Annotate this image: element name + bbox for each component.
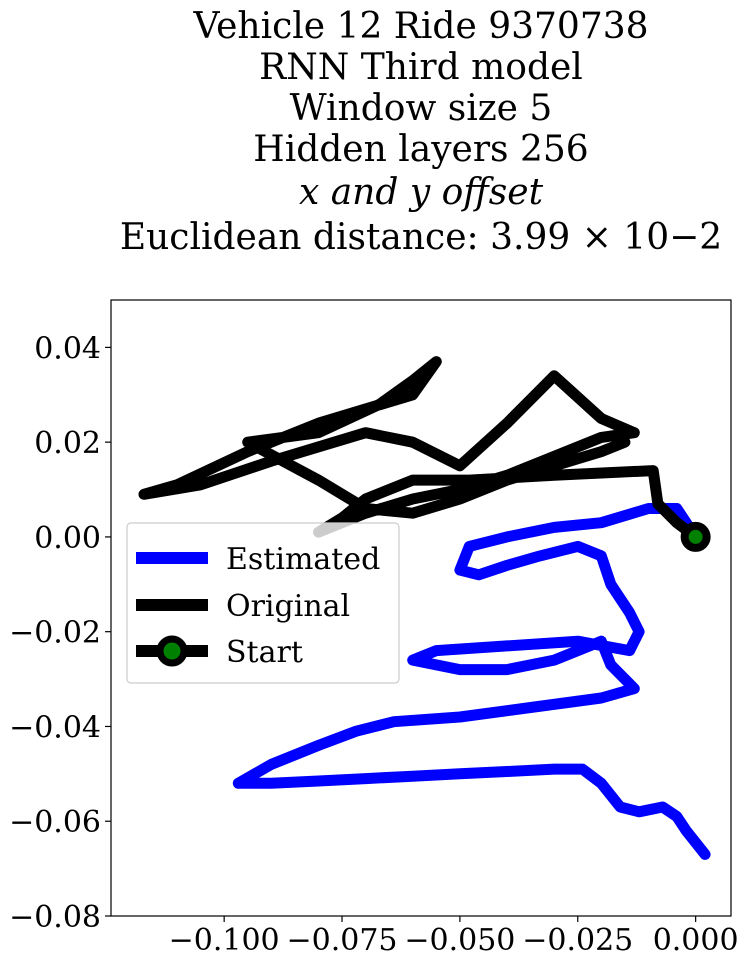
legend-marker-start [156, 635, 188, 667]
y-axis: 0.04 0.02 0.00 −0.02 −0.04 −0.06 −0.08 [9, 331, 111, 935]
title-line-6: Euclidean distance: 3.99 × 10−2 [120, 217, 722, 258]
title-line-5: x and y offset [299, 172, 544, 213]
title-line-4: Hidden layers 256 [253, 129, 588, 170]
y-tick-label: 0.04 [34, 331, 101, 366]
legend-label-original: Original [226, 589, 350, 624]
x-tick-label: 0.000 [653, 923, 739, 958]
y-tick-label: −0.02 [9, 616, 101, 651]
title-line-3: Window size 5 [290, 88, 553, 129]
chart-title: Vehicle 12 Ride 9370738 RNN Third model … [120, 6, 722, 258]
legend-label-start: Start [226, 635, 303, 670]
title-line-2: RNN Third model [259, 47, 583, 88]
series-original-line [138, 356, 702, 543]
legend: Estimated Original Start [126, 522, 400, 684]
x-tick-label: −0.100 [169, 923, 280, 958]
series-estimated-line [232, 503, 711, 860]
plot-frame [110, 299, 732, 917]
x-tick-label: −0.075 [287, 923, 398, 958]
title-line-1: Vehicle 12 Ride 9370738 [192, 6, 648, 47]
x-tick-label: −0.025 [522, 923, 633, 958]
x-tick-label: −0.050 [404, 923, 515, 958]
plot-area [110, 299, 732, 917]
y-tick-label: −0.08 [9, 900, 101, 935]
x-axis: −0.100 −0.075 −0.050 −0.025 0.000 [169, 916, 739, 958]
y-tick-label: −0.04 [9, 710, 101, 745]
legend-label-estimated: Estimated [226, 542, 380, 577]
y-tick-label: −0.06 [9, 805, 101, 840]
y-tick-label: 0.00 [34, 521, 101, 556]
start-marker [680, 521, 711, 552]
y-tick-label: 0.02 [34, 426, 101, 461]
